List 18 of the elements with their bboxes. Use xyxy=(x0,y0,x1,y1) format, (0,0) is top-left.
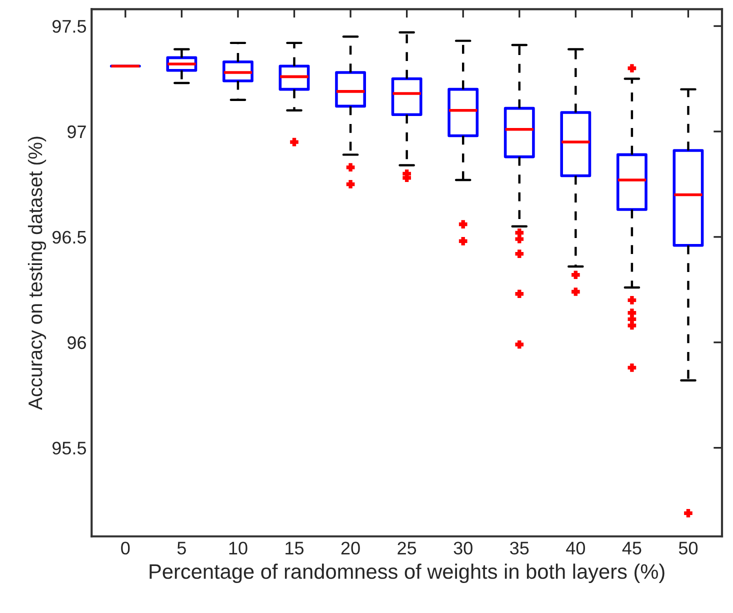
x-tick-label: 30 xyxy=(454,542,472,554)
x-tick-label: 35 xyxy=(510,542,529,554)
x-axis-title: Percentage of randomness of weights in both layers (%) xyxy=(150,564,664,584)
x-tick-label: 40 xyxy=(566,542,586,554)
y-tick-label: 96.5 xyxy=(52,230,86,244)
x-tick-label: 20 xyxy=(341,542,360,554)
y-tick-label: 96 xyxy=(68,336,86,350)
y-tick-label: 95.5 xyxy=(52,442,86,455)
x-tick-label: 45 xyxy=(622,542,642,554)
x-tick-label: 25 xyxy=(398,542,416,554)
y-tick-label: 97.5 xyxy=(52,20,86,33)
y-axis-title: Accuracy on testing dataset (%) xyxy=(28,136,46,410)
x-tick-label: 10 xyxy=(229,542,248,554)
x-tick-label: 0 xyxy=(121,542,130,554)
y-tick-label: 97 xyxy=(68,125,86,138)
x-tick-label: 15 xyxy=(286,542,304,554)
x-tick-label: 50 xyxy=(678,542,698,554)
x-tick-label: 5 xyxy=(177,542,186,554)
